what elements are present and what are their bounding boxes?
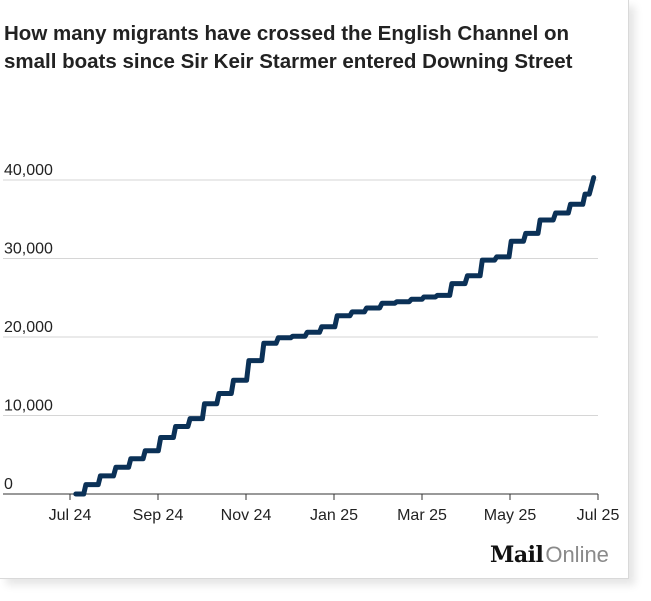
- y-tick-label: 20,000: [4, 319, 53, 336]
- logo-online-text: Online: [545, 542, 609, 567]
- x-tick-label: Nov 24: [221, 507, 272, 524]
- grid-lines: [3, 179, 598, 416]
- x-axis: [3, 493, 599, 500]
- x-tick-label: May 25: [484, 507, 537, 524]
- series-line: [73, 175, 597, 497]
- x-tick-label: Sep 24: [133, 507, 184, 524]
- y-tick-label: 0: [4, 476, 13, 493]
- y-axis-labels: 0 10,000 20,000 30,000 40,000: [4, 162, 53, 493]
- y-tick-label: 10,000: [4, 398, 53, 415]
- chart-frame: [0, 0, 629, 579]
- x-axis-labels: Jul 24 Sep 24 Nov 24 Jan 25 Mar 25 May 25 Jul …: [49, 507, 620, 524]
- x-tick-label: Jul 25: [577, 507, 620, 524]
- mailonline-logo: MailOnline: [490, 540, 609, 570]
- logo-mail-text: Mail: [490, 542, 544, 568]
- x-tick-label: Mar 25: [397, 507, 447, 524]
- x-tick-label: Jul 24: [49, 507, 92, 524]
- y-tick-label: 30,000: [4, 241, 53, 258]
- x-tick-label: Jan 25: [310, 507, 358, 524]
- chart-title: How many migrants have crossed the Engli…: [4, 22, 573, 73]
- series-line-group: [73, 175, 597, 497]
- y-tick-label: 40,000: [4, 162, 53, 179]
